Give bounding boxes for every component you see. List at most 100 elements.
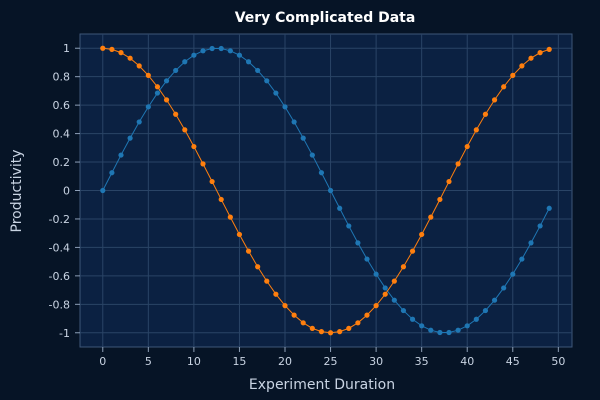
data-point — [200, 161, 206, 167]
data-point — [346, 223, 352, 229]
data-point — [501, 84, 507, 90]
data-point — [109, 46, 115, 52]
x-axis-label: Experiment Duration — [249, 377, 395, 393]
tick-layer: 0 5 10 15 20 25 30 35 40 45 50 -1 -0.8 -0.6 -0.4 -0.2 0 0… — [49, 42, 566, 368]
chart-title: Very Complicated Data — [235, 10, 416, 26]
y-tick-label: 0.6 — [53, 99, 71, 112]
data-point — [200, 48, 206, 54]
series-1 — [100, 45, 552, 336]
x-tick-label: 30 — [369, 355, 383, 368]
data-point — [245, 59, 252, 65]
data-point — [455, 327, 461, 333]
data-point — [173, 111, 179, 117]
data-point — [273, 90, 279, 96]
data-point — [255, 264, 261, 270]
data-point — [318, 329, 325, 335]
grid-layer — [80, 34, 572, 347]
data-point — [428, 214, 434, 220]
data-point — [154, 84, 161, 90]
series-layer — [100, 45, 552, 336]
data-point — [118, 152, 124, 158]
x-tick-label: 20 — [278, 355, 292, 368]
data-point — [118, 50, 124, 56]
data-point — [127, 55, 133, 61]
data-point — [437, 196, 443, 203]
data-point — [491, 97, 498, 103]
data-point — [191, 52, 197, 58]
data-point — [528, 240, 534, 246]
data-point — [100, 45, 106, 51]
data-point — [419, 231, 425, 238]
data-point — [291, 119, 297, 125]
data-point — [145, 72, 151, 78]
data-point — [546, 46, 552, 52]
data-point — [327, 187, 334, 194]
x-tick-label: 50 — [551, 355, 565, 368]
x-tick-label: 15 — [232, 355, 246, 368]
data-point — [382, 285, 388, 291]
y-tick-label: -0.6 — [49, 270, 70, 283]
x-tick-label: 40 — [460, 355, 474, 368]
data-point — [163, 78, 170, 84]
data-point — [109, 170, 115, 176]
data-point — [346, 325, 352, 331]
y-tick-label: 0.8 — [53, 71, 71, 84]
x-tick-label: 45 — [506, 355, 520, 368]
data-point — [291, 312, 297, 318]
x-tick-label: 35 — [415, 355, 429, 368]
data-point — [528, 55, 534, 61]
x-tick-label: 5 — [145, 355, 152, 368]
data-point — [337, 205, 343, 211]
data-point — [519, 63, 525, 69]
data-point — [455, 161, 461, 167]
data-point — [309, 152, 315, 158]
x-tick-label: 10 — [187, 355, 201, 368]
data-point — [373, 303, 379, 309]
data-point — [100, 187, 106, 194]
data-point — [327, 330, 334, 336]
data-point — [218, 45, 224, 52]
data-point — [209, 45, 215, 52]
data-point — [409, 316, 416, 322]
data-point — [355, 320, 361, 326]
data-point — [355, 240, 361, 246]
data-point — [464, 323, 470, 329]
data-point — [209, 178, 215, 185]
data-point — [173, 67, 179, 74]
data-point — [382, 291, 388, 297]
data-point — [537, 223, 543, 229]
y-tick-label: -0.2 — [49, 213, 70, 226]
data-point — [428, 327, 434, 333]
x-tick-label: 0 — [99, 355, 106, 368]
y-tick-label: -0.8 — [49, 298, 70, 311]
data-point — [510, 271, 516, 277]
data-point — [409, 248, 416, 254]
data-point — [136, 63, 142, 69]
data-point — [127, 135, 133, 141]
data-point — [300, 320, 306, 326]
data-point — [464, 143, 470, 150]
data-point — [282, 303, 288, 309]
data-point — [282, 104, 288, 110]
data-point — [391, 297, 397, 303]
data-point — [364, 256, 370, 262]
data-point — [446, 178, 452, 185]
data-point — [218, 196, 224, 203]
data-point — [501, 285, 507, 291]
data-point — [419, 323, 425, 329]
data-point — [255, 67, 261, 74]
data-point — [391, 278, 397, 284]
y-tick-label: 0.2 — [53, 156, 71, 169]
data-point — [364, 312, 370, 318]
series-line — [102, 47, 550, 334]
data-point — [482, 111, 489, 117]
data-point — [373, 271, 379, 277]
y-tick-label: 0.4 — [53, 128, 71, 141]
data-point — [236, 231, 243, 238]
y-tick-label: 1 — [63, 42, 70, 55]
data-point — [446, 329, 452, 336]
data-point — [400, 307, 407, 314]
data-point — [136, 119, 142, 125]
